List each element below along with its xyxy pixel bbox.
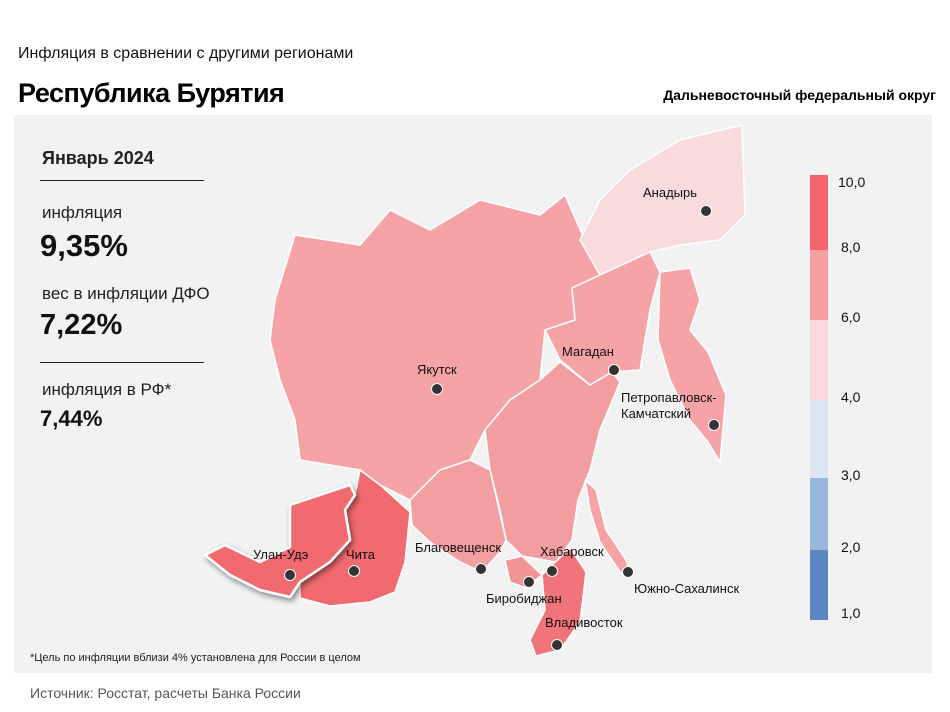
legend-tick: 3,0 [841,467,861,483]
city-marker [708,419,720,431]
city-label: Хабаровск [540,544,604,559]
inflation-label: инфляция [42,203,123,222]
city-label: Чита [346,547,376,562]
region-chukotka [579,124,746,276]
city-marker [551,639,563,651]
city-marker [622,566,634,578]
legend-bin [810,250,828,320]
city-label: Биробиджан [486,591,562,606]
city-marker [700,205,712,217]
period-label: Январь 2024 [42,148,154,168]
legend-bin [810,175,828,250]
divider [40,180,204,181]
city-marker [523,576,535,588]
city-marker [348,565,360,577]
rf-inflation-label: инфляция в РФ* [42,380,172,399]
city-marker [284,569,296,581]
city-label: Владивосток [545,615,623,630]
legend-tick: 8,0 [841,239,861,255]
legend-bin [810,400,828,478]
legend-tick: 4,0 [841,389,861,405]
city-label: Улан-Удэ [253,547,309,562]
region-khabarovsk [484,361,621,563]
city-label: Камчатский [621,406,691,421]
weight-value: 7,22% [40,309,123,341]
legend-bin [810,478,828,550]
city-label: Благовещенск [415,540,501,555]
city-marker [546,565,558,577]
city-marker [608,364,620,376]
legend-bin [810,320,828,400]
region-sakhalin [584,479,633,577]
source-note: Источник: Росстат, расчеты Банка России [30,685,301,701]
city-label: Южно-Сахалинск [634,581,739,596]
city-marker [431,383,443,395]
city-label: Якутск [417,362,457,377]
legend-tick: 10,0 [838,174,865,190]
region-amur [409,459,507,573]
legend-tick: 1,0 [841,605,861,621]
subtitle: Инфляция в сравнении с другими регионами [18,45,354,62]
city-label: Анадырь [643,185,697,200]
footnote: *Цель по инфляции вблизи 4% установлена … [30,652,361,664]
region-magadan [544,251,661,386]
city-marker [475,563,487,575]
district-label: Дальневосточный федеральный округ [663,87,936,103]
rf-inflation-value: 7,44% [40,406,103,431]
legend-tick: 2,0 [841,539,861,555]
region-buryatia [203,483,357,599]
weight-label: вес в инфляции ДФО [42,284,210,303]
inflation-value: 9,35% [40,228,128,263]
legend-tick: 6,0 [841,309,861,325]
region-kamchatka [657,267,727,463]
legend-bin [810,550,828,620]
city-label: Петропавловск- [621,390,717,405]
divider [40,362,204,363]
page-title: Республика Бурятия [18,78,285,108]
city-label: Магадан [562,344,614,359]
